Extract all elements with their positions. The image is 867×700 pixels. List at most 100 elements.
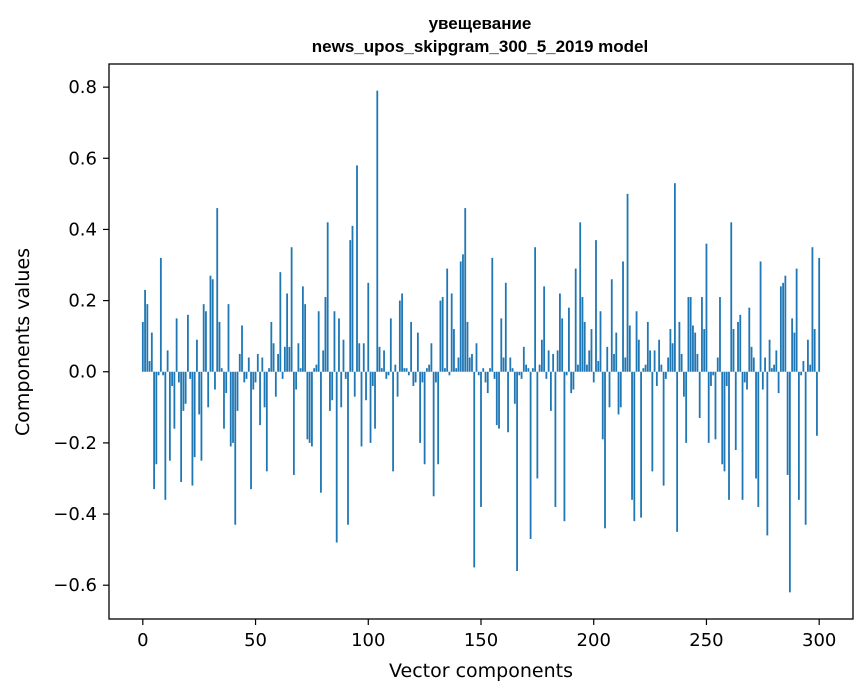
bar-118	[407, 371, 410, 376]
bar-270	[750, 346, 753, 372]
bar-245	[694, 332, 697, 372]
bar-298	[813, 329, 816, 372]
bar-162	[507, 371, 509, 433]
bar-168	[520, 371, 523, 379]
bar-165	[513, 371, 516, 404]
x-axis-label: Vector components	[389, 660, 573, 682]
bar-254	[714, 371, 717, 440]
bar-230	[660, 364, 663, 372]
bar-75	[311, 371, 313, 447]
bar-102	[371, 371, 374, 386]
bar-234	[669, 329, 672, 372]
bar-111	[392, 371, 394, 472]
bar-148	[475, 343, 478, 372]
bar-188	[565, 371, 568, 376]
bar-50	[254, 371, 257, 383]
bar-15	[175, 318, 178, 372]
bar-179	[545, 371, 548, 379]
bar-74	[308, 371, 311, 443]
bar-69	[297, 343, 300, 372]
bar-80	[322, 350, 325, 372]
bar-154	[489, 368, 491, 372]
bar-160	[502, 357, 505, 372]
bar-121	[414, 371, 417, 383]
bar-267	[743, 371, 746, 383]
bar-130	[435, 371, 437, 383]
bar-133	[441, 297, 444, 372]
bar-45	[243, 371, 246, 383]
bar-208	[610, 279, 613, 372]
bar-149	[477, 371, 480, 376]
bar-43	[238, 353, 241, 372]
bar-174	[534, 247, 537, 372]
bar-116	[403, 368, 406, 372]
bar-144	[466, 321, 469, 372]
bar-171	[527, 368, 530, 372]
bar-255	[716, 357, 719, 372]
bar-300	[818, 257, 821, 372]
bar-256	[719, 297, 721, 372]
bar-117	[405, 368, 408, 372]
x-tick-label: 150	[464, 630, 498, 651]
y-tick-label: 0.0	[68, 362, 97, 383]
bar-21	[189, 371, 192, 379]
bar-92	[349, 240, 352, 372]
bar-199	[590, 329, 593, 372]
bar-30	[209, 275, 212, 372]
bar-141	[459, 261, 462, 372]
bar-182	[552, 353, 555, 372]
bar-96	[358, 343, 361, 372]
bar-275	[761, 371, 764, 390]
bar-112	[394, 364, 397, 372]
bar-115	[401, 293, 403, 372]
bar-36	[223, 371, 225, 429]
bar-294	[804, 371, 807, 525]
bar-221	[640, 371, 642, 518]
bar-76	[313, 368, 316, 372]
bar-128	[430, 343, 433, 372]
bar-82	[326, 222, 329, 372]
bar-28	[205, 311, 207, 372]
bar-33	[216, 208, 219, 372]
bar-123	[419, 371, 422, 443]
bar-164	[511, 368, 514, 372]
bar-274	[759, 261, 762, 372]
bar-287	[788, 371, 791, 593]
bar-79	[320, 371, 322, 493]
y-tick-label: 0.8	[68, 77, 97, 98]
bar-114	[398, 300, 401, 372]
bar-55	[265, 371, 268, 472]
x-tick-label: 200	[577, 630, 611, 651]
bar-46	[245, 371, 248, 379]
bar-186	[561, 318, 564, 372]
bar-166	[516, 371, 518, 571]
bar-198	[588, 350, 591, 372]
bar-86	[335, 371, 338, 543]
bar-226	[651, 371, 654, 472]
chart-title-line-2: news_upos_skipgram_300_5_2019 model	[312, 37, 648, 56]
bar-63	[283, 346, 286, 372]
bar-146	[471, 353, 473, 372]
bar-247	[698, 371, 701, 418]
bar-277	[766, 371, 769, 536]
bar-292	[800, 371, 803, 376]
bar-170	[525, 364, 527, 372]
bar-200	[592, 371, 595, 383]
bar-227	[653, 350, 656, 372]
x-tick-label: 50	[244, 630, 267, 651]
y-axis-label: Components values	[12, 248, 34, 436]
bar-126	[425, 368, 428, 372]
bar-34	[218, 321, 221, 372]
bar-35	[220, 368, 223, 372]
bar-56	[268, 368, 270, 372]
bar-53	[261, 357, 264, 372]
bar-10	[164, 371, 167, 500]
bar-57	[270, 321, 273, 372]
bar-181	[549, 371, 552, 411]
bar-240	[683, 371, 685, 397]
bar-178	[543, 286, 546, 372]
bar-113	[396, 371, 399, 397]
bar-220	[637, 339, 640, 372]
bar-72	[304, 304, 307, 372]
bar-136	[448, 371, 451, 376]
